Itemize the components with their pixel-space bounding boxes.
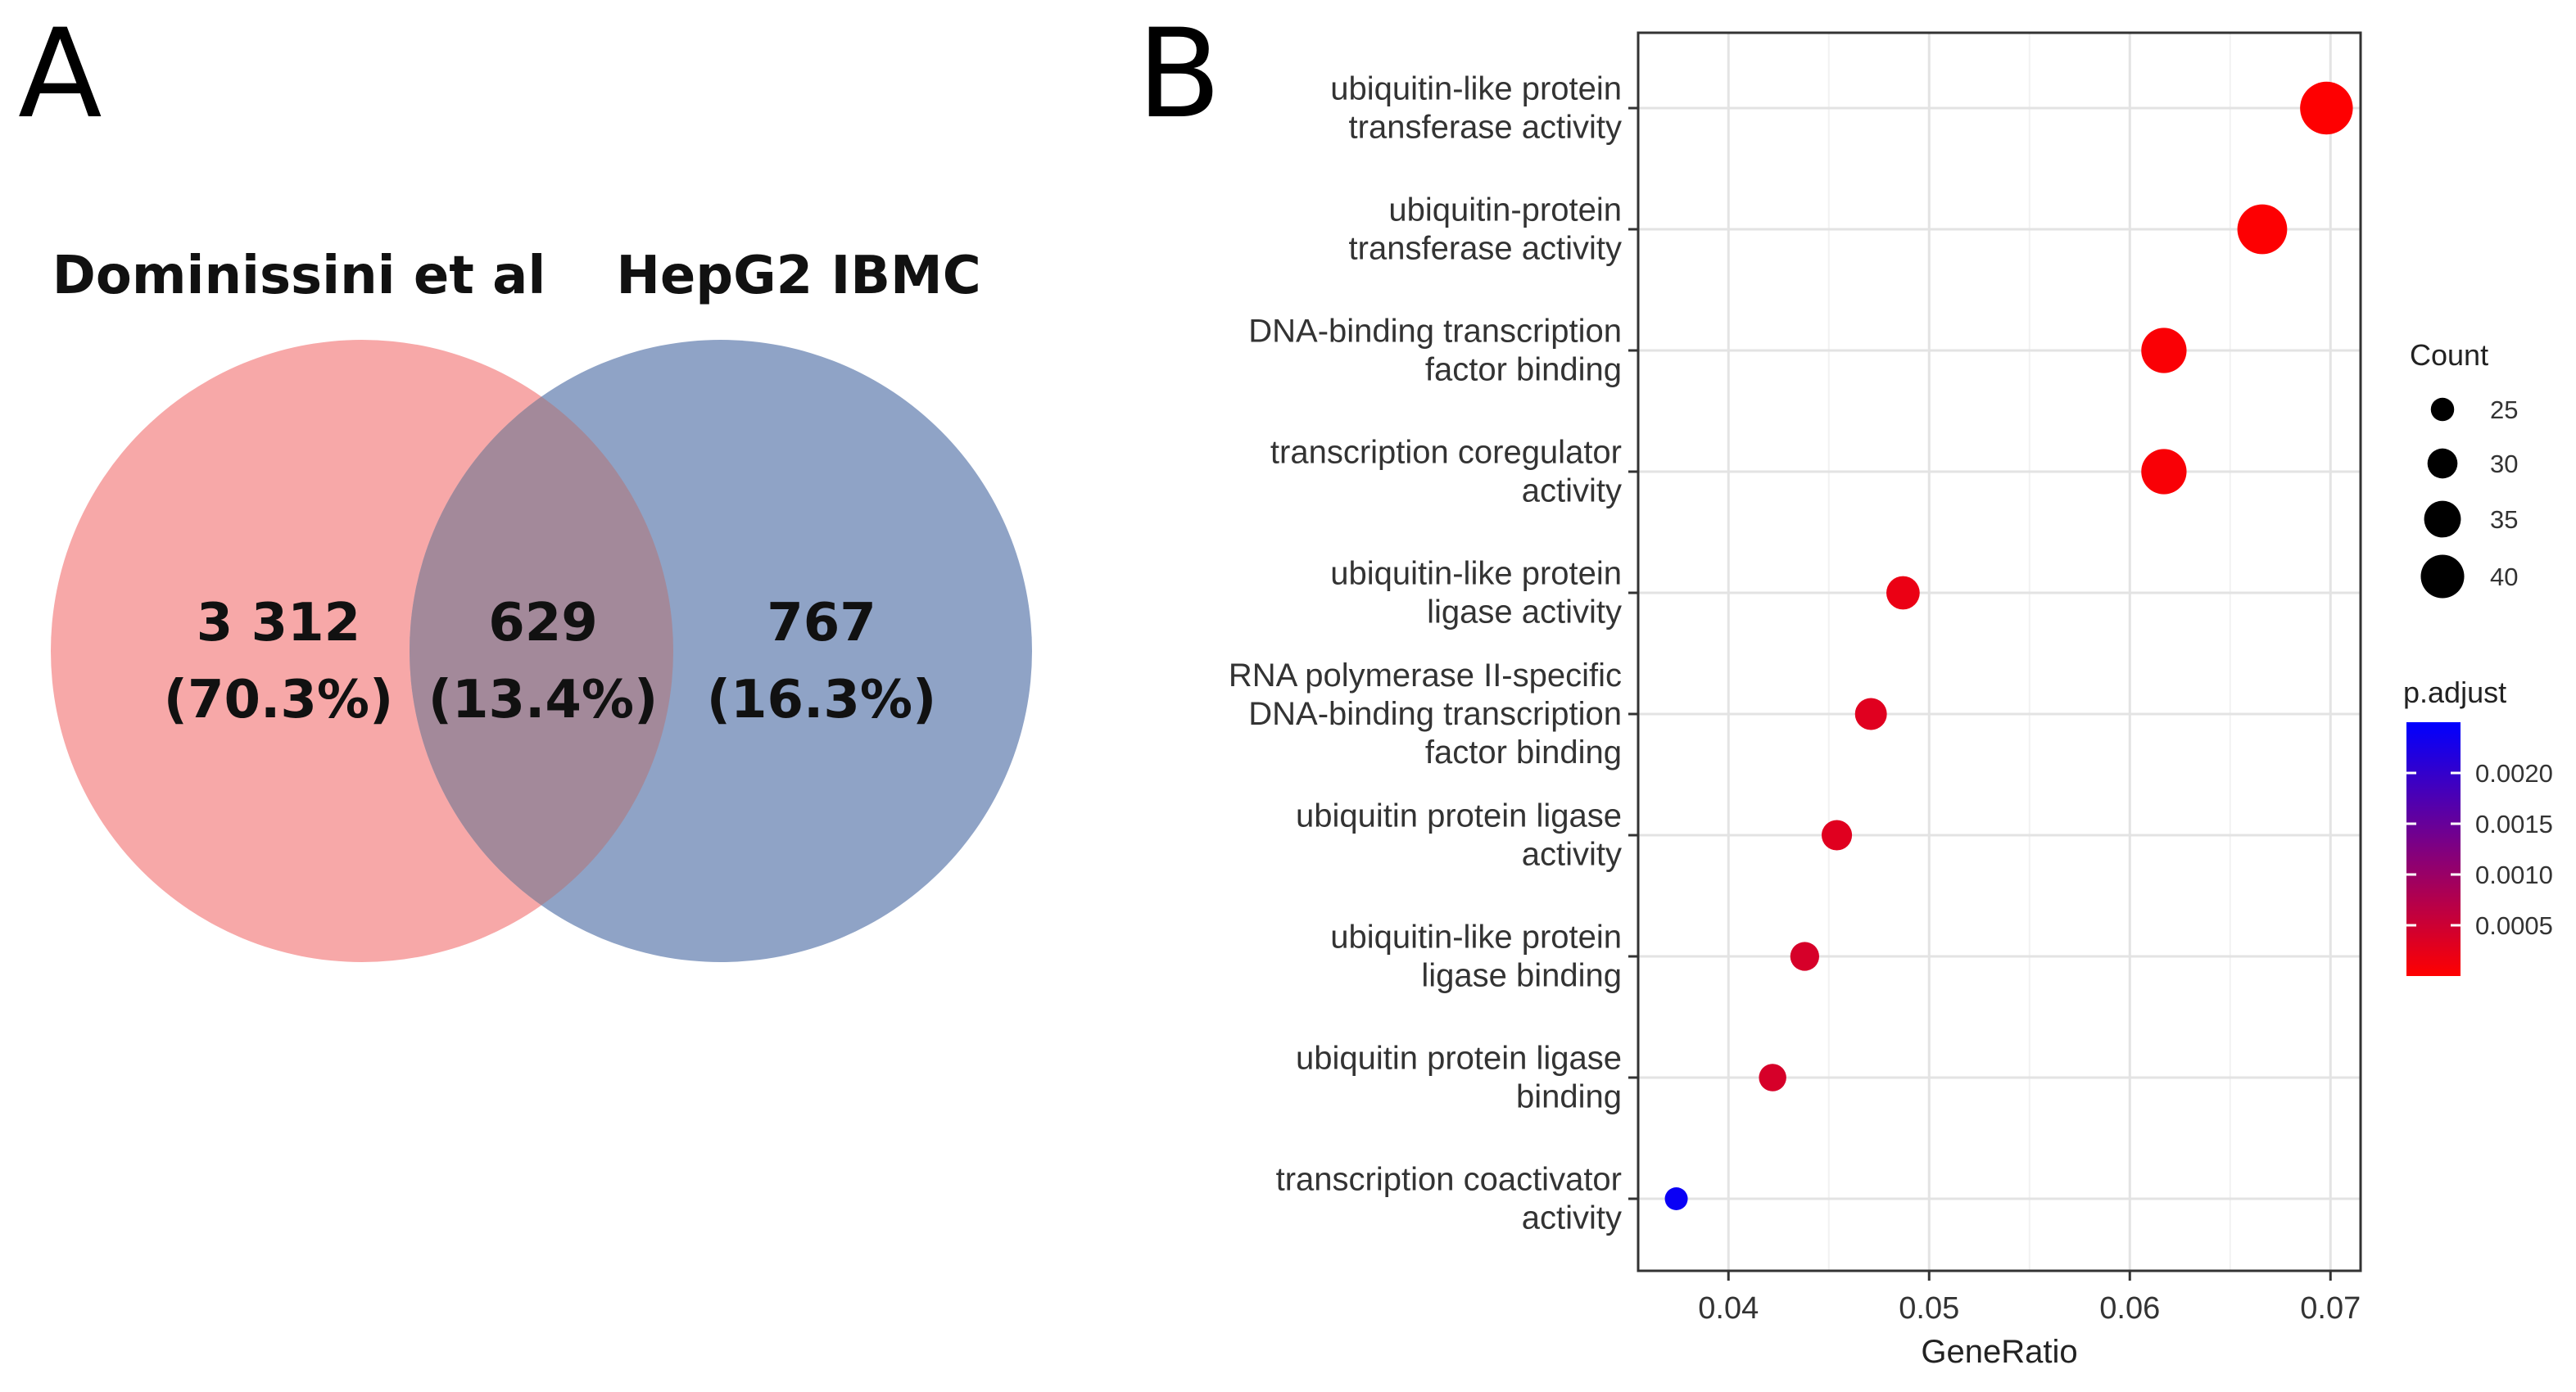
y-tick-label: ubiquitin-like protein — [1330, 556, 1622, 592]
gridlines — [1638, 33, 2361, 1271]
y-tick-label: ubiquitin protein ligase — [1296, 1041, 1622, 1077]
y-tick-label: transferase activity — [1349, 110, 1622, 146]
y-tick-label: transcription coactivator — [1276, 1162, 1622, 1198]
colorbar-tick-label: 0.0005 — [2475, 911, 2553, 940]
legend-size-label: 35 — [2490, 505, 2518, 534]
venn-left-count: 3 312 — [197, 593, 360, 653]
y-tick-label: factor binding — [1425, 352, 1622, 388]
y-tick-label: activity — [1522, 473, 1622, 509]
data-point — [2141, 328, 2187, 373]
legend-colorbar-ticks: 0.0020 0.0015 0.0010 0.0005 — [2406, 759, 2553, 940]
y-tick-label: ubiquitin-protein — [1388, 192, 1622, 228]
legend-size-keys: 25 30 35 40 — [2420, 395, 2518, 599]
data-point — [2237, 204, 2288, 255]
colorbar-tick-label: 0.0020 — [2475, 759, 2553, 788]
venn-right-percent: (16.3%) — [707, 670, 937, 730]
venn-right-count: 767 — [767, 593, 876, 653]
y-tick-label: ligase binding — [1421, 958, 1622, 994]
venn-overlap-count: 629 — [488, 593, 598, 653]
legend-size-dot — [2420, 554, 2465, 599]
data-point — [1886, 576, 1920, 610]
y-tick-label: ligase activity — [1427, 594, 1622, 630]
plot-border — [1637, 31, 2362, 1272]
legend-size-label: 40 — [2490, 563, 2518, 591]
panel-label-b: B — [1137, 3, 1221, 146]
venn-panel: A Dominissini et al HepG2 IBMC 3 312 (70… — [18, 3, 1032, 962]
legend-size-dot — [2427, 448, 2458, 479]
legend-padjust-title: p.adjust — [2403, 676, 2506, 709]
colorbar-tick-label: 0.0010 — [2475, 861, 2553, 889]
venn-left-percent: (70.3%) — [164, 670, 394, 730]
data-point — [1822, 820, 1853, 851]
legend-size-label: 25 — [2490, 395, 2518, 424]
y-tick-label: activity — [1522, 1200, 1622, 1236]
panel-label-a: A — [18, 3, 102, 146]
y-tick-label: RNA polymerase II-specific — [1229, 658, 1622, 694]
legend-size-dot — [2430, 397, 2455, 422]
data-point — [1664, 1187, 1688, 1210]
venn-overlap-percent: (13.4%) — [428, 670, 659, 730]
data-point — [1854, 698, 1887, 730]
venn-right-title: HepG2 IBMC — [616, 246, 980, 306]
legend-size-dot — [2424, 500, 2461, 538]
data-point — [2300, 81, 2353, 135]
y-tick-label: activity — [1522, 837, 1622, 873]
legend-count-title: Count — [2410, 338, 2488, 372]
x-tick-label: 0.04 — [1698, 1291, 1759, 1326]
y-tick-label: DNA-binding transcription — [1248, 314, 1622, 350]
colorbar-tick-label: 0.0015 — [2475, 810, 2553, 838]
venn-left-title: Dominissini et al — [52, 246, 546, 306]
y-tick-label: ubiquitin-like protein — [1330, 920, 1622, 956]
y-tick-label: binding — [1516, 1079, 1622, 1115]
y-tick-label: DNA-binding transcription — [1248, 696, 1622, 732]
x-tick-label: 0.05 — [1899, 1291, 1959, 1326]
data-point — [2141, 449, 2187, 495]
y-tick-label: factor binding — [1425, 734, 1622, 771]
legend-colorbar — [2406, 722, 2461, 976]
y-tick-label: ubiquitin-like protein — [1330, 71, 1622, 107]
legend-size-label: 30 — [2490, 450, 2518, 478]
x-axis: 0.04 0.05 0.06 0.07 — [1698, 1271, 2361, 1326]
x-tick-label: 0.07 — [2300, 1291, 2361, 1326]
data-point — [1790, 942, 1819, 971]
venn-overlap-region — [410, 340, 673, 962]
y-tick-label: ubiquitin protein ligase — [1296, 798, 1622, 834]
y-tick-label: transferase activity — [1349, 231, 1622, 267]
x-tick-label: 0.06 — [2099, 1291, 2160, 1326]
data-points — [1664, 81, 2353, 1210]
data-point — [1759, 1064, 1786, 1091]
x-axis-title: GeneRatio — [1921, 1334, 2077, 1370]
y-tick-label: transcription coregulator — [1270, 435, 1622, 471]
